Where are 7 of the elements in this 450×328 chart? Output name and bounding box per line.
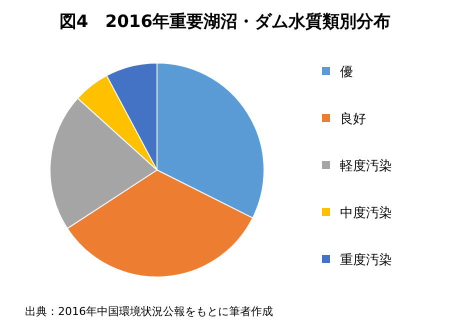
legend-label: 重度汚染 (340, 252, 392, 268)
legend-label: 軽度汚染 (340, 158, 392, 174)
legend-label: 良好 (340, 112, 366, 127)
source-note: 出典：2016年中国環境状況公報をもとに筆者作成 (25, 305, 273, 318)
legend-label: 中度汚染 (340, 205, 392, 221)
legend-label: 優 (340, 65, 353, 80)
chart-title: 図4 2016年重要湖沼・ダム水質類別分布 (59, 12, 391, 32)
